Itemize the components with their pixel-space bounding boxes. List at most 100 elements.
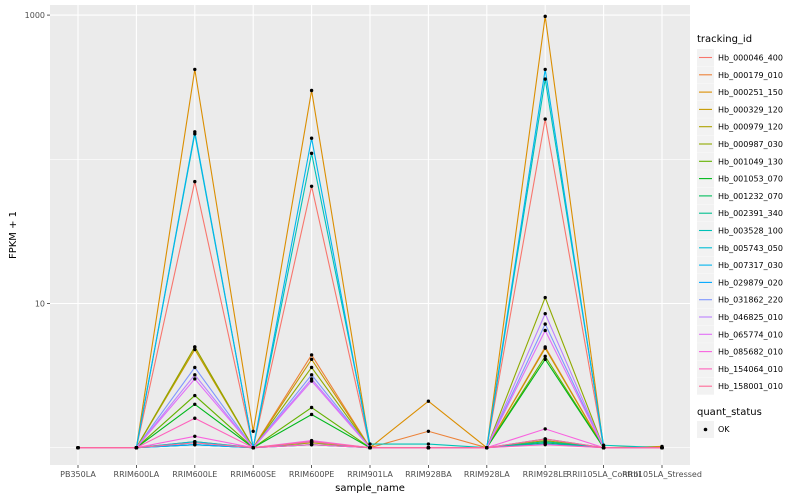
y-axis: 10 1000 [25, 11, 50, 308]
data-point [543, 346, 547, 350]
legend-label: Hb_000179_010 [718, 71, 783, 80]
legend-label: Hb_007317_030 [718, 261, 783, 270]
legend-label: Hb_005743_050 [718, 244, 783, 253]
data-point [543, 77, 547, 81]
data-points [76, 14, 664, 450]
legend-shape-point [703, 427, 708, 432]
data-point [193, 393, 197, 398]
data-point [485, 445, 489, 450]
data-point [601, 445, 606, 450]
legend-items: Hb_000046_400 Hb_000179_010 Hb_000251_150 H… [697, 49, 783, 395]
x-tick-label: RRII105LA_Control [567, 470, 641, 479]
data-point [309, 373, 314, 377]
legend-label: Hb_000979_120 [718, 123, 783, 132]
data-point [309, 151, 314, 156]
data-point [193, 402, 197, 406]
data-point [543, 357, 547, 362]
data-point [309, 353, 314, 357]
data-point [251, 429, 255, 433]
legend-label: Hb_029879_020 [718, 278, 783, 287]
data-point [309, 365, 314, 370]
x-tick-label: PB350LA [60, 470, 96, 479]
data-point [193, 179, 197, 184]
legend-label: Hb_158001_010 [718, 382, 783, 391]
data-point [193, 373, 197, 377]
legend-label: Hb_065774_010 [718, 330, 783, 339]
legend-label: Hb_000987_030 [718, 140, 783, 149]
data-point [309, 442, 314, 447]
data-point [543, 117, 547, 121]
x-tick-label: RRIM600LA [114, 470, 160, 479]
data-point [543, 322, 547, 326]
data-point [309, 136, 314, 140]
y-axis-title: FPKM + 1 [8, 211, 19, 259]
x-tick-label: RRIM928BA [405, 470, 452, 479]
data-point [368, 445, 372, 450]
data-point [193, 347, 197, 352]
data-point [601, 443, 606, 447]
data-point [193, 67, 197, 72]
data-point [543, 67, 547, 72]
data-point [76, 445, 80, 450]
x-axis-title: sample_name [335, 483, 405, 494]
grid [50, 5, 690, 465]
x-tick-label: RRIM928LA [464, 470, 510, 479]
data-point [193, 130, 197, 134]
data-point [426, 445, 431, 450]
x-tick-label: RRII105LA_Stressed [622, 470, 702, 479]
data-point [309, 184, 314, 188]
legend-label: Hb_000046_400 [718, 54, 783, 63]
data-point [193, 441, 197, 445]
data-point [309, 440, 314, 444]
data-point [309, 412, 314, 417]
data-point [193, 416, 197, 420]
x-tick-label: RRIM901LA [347, 470, 393, 479]
data-point [309, 379, 314, 383]
legend-label: Hb_003528_100 [718, 227, 783, 236]
legend-shape-label: OK [718, 425, 730, 434]
y-tick-label: 10 [35, 299, 45, 308]
data-point [426, 429, 431, 433]
data-point [543, 295, 547, 300]
data-point [368, 442, 372, 446]
x-tick-label: RRIM600LE [172, 470, 217, 479]
legend-label: Hb_002391_340 [718, 209, 783, 218]
data-point [543, 311, 547, 316]
data-point [193, 345, 197, 349]
legend-label: Hb_031862_220 [718, 296, 783, 305]
legend-label: Hb_000251_150 [718, 88, 783, 97]
data-point [134, 445, 139, 450]
y-tick-label: 1000 [25, 11, 45, 20]
data-point [543, 14, 547, 19]
data-point [193, 434, 197, 438]
x-tick-label: RRIM600SE [230, 470, 276, 479]
legend-label: Hb_001053_070 [718, 175, 783, 184]
legend: tracking_id Hb_000046_400Hb_000179_010Hb… [697, 34, 783, 438]
x-tick-label: RRIM600PE [289, 470, 335, 479]
legend-title: tracking_id [697, 34, 752, 45]
legend-label: Hb_001232_070 [718, 192, 783, 201]
data-point [543, 328, 547, 333]
legend-label: Hb_001049_130 [718, 157, 783, 166]
x-tick-label: RRIM928LE [523, 470, 568, 479]
x-axis: PB350LA RRIM600LA RRIM600LE RRIM600SE RRIM60… [60, 465, 702, 479]
data-point [660, 445, 664, 450]
data-point [309, 88, 314, 93]
data-point [426, 399, 431, 403]
data-point [543, 437, 547, 441]
legend-label: Hb_046825_010 [718, 313, 783, 322]
data-point [193, 365, 197, 370]
data-point [193, 377, 197, 381]
data-point [543, 354, 547, 359]
data-point [309, 405, 314, 410]
legend-shape-title: quant_status [697, 407, 762, 418]
data-point [543, 442, 547, 447]
data-point [251, 445, 255, 450]
legend-label: Hb_085682_010 [718, 348, 783, 357]
data-point [426, 442, 431, 446]
legend-label: Hb_000329_120 [718, 105, 783, 114]
legend-label: Hb_154064_010 [718, 365, 783, 374]
data-point [309, 357, 314, 362]
data-point [543, 427, 547, 431]
